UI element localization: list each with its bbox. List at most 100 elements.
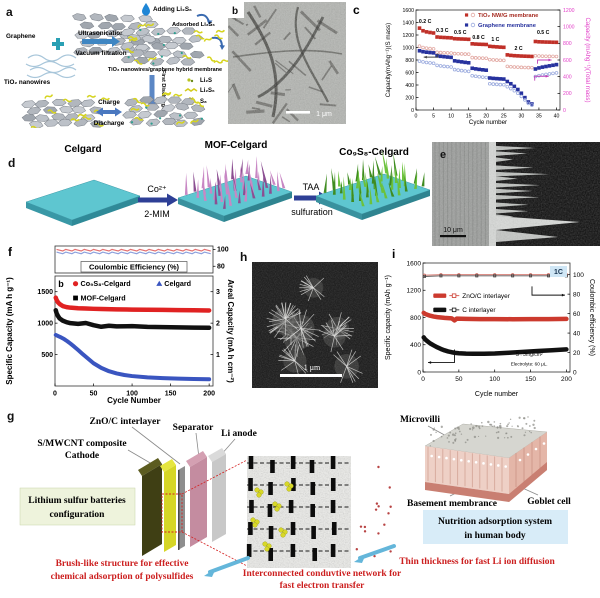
y-tick-label: 600: [405, 70, 414, 76]
config-box: [19, 487, 136, 526]
series-c-coulombic: [424, 275, 567, 277]
blue-pointer-left-head-icon: [204, 568, 216, 577]
co9s8-celgard-slab-icon: [315, 173, 431, 220]
y-tick-label: 500: [41, 352, 53, 359]
microvilli-label: Microvilli: [400, 415, 440, 425]
blue-pointer-left-icon: [208, 556, 250, 574]
panel-d-label: d: [8, 156, 15, 170]
x-tick-label: 0: [421, 376, 425, 383]
adsorbed-li2s6-label: Adsorbed Li₂S₆: [172, 22, 215, 28]
panel-a-label: a: [6, 5, 13, 19]
y2-tick-label: 600: [563, 58, 572, 64]
x-tick-label: 0: [415, 114, 418, 120]
annotation: 0.8 C: [472, 35, 485, 41]
annotation: Electrolyte: 60 μL.: [511, 362, 548, 367]
sulfuration-label: sulfuration: [291, 207, 333, 217]
ylabel-left: Specific capacity (mAh g⁻¹): [385, 275, 392, 360]
x-tick-label: 15: [466, 114, 472, 120]
ylabel-left: Capacity(mAhg⁻¹)(S mass): [385, 23, 392, 97]
panel-c-chart: 0 5 10 15 20 25 30 35 40020040060080010001200140…: [353, 3, 591, 126]
panel-b-label: b: [232, 6, 238, 17]
tio2-label: TiO₂ nanowires: [4, 79, 51, 86]
x-tick-label: 10: [448, 114, 454, 120]
y2-tick-label: 0: [573, 369, 577, 376]
legend-s8-label: S₈: [200, 99, 207, 105]
cnt-network-icon: [246, 456, 351, 568]
x-tick-label: 0: [53, 391, 57, 398]
series-celgard: [53, 332, 212, 382]
y-tick-label: 800: [405, 58, 414, 64]
curved-arrow-head-icon: [207, 20, 213, 25]
ylabel-right: Capacity (mAhg⁻¹)(Total mass): [584, 17, 591, 102]
y-tick-label: 400: [405, 83, 414, 89]
taa-label: TAA: [303, 182, 320, 192]
ylabel-right: Coulombic efficiency (%): [588, 279, 595, 356]
y2-tick-label: 20: [573, 350, 581, 357]
annotation: 0.5 C: [454, 30, 467, 36]
xlabel: Cycle Number: [107, 396, 161, 405]
nutrition-box: [423, 510, 568, 544]
first-discharge-label: First Discharge: [160, 70, 166, 110]
panel-d-schematic: d Celgard Co²⁺ 2-MIM MOF-Celgard TAA sul…: [8, 140, 431, 226]
ultrasonication-label: Ultrasonication: [78, 30, 124, 37]
panel-g-label: g: [7, 409, 14, 423]
y-tick-label: 800: [410, 315, 421, 322]
y-tick-label: 1200: [402, 33, 414, 39]
y2-tick-label: 60: [573, 311, 581, 318]
y2-tick-label: 400: [563, 74, 572, 80]
panel-f-chart: 80 100 Coulombic Efficiency (%) 0 50 100 150 20…: [5, 245, 235, 405]
legend-label: C interlayer: [462, 307, 496, 314]
x-tick-label: 150: [525, 376, 536, 383]
y2-tick-label: 2: [216, 321, 220, 328]
first-discharge-arrow-icon: [146, 75, 158, 109]
x-tick-label: 20: [483, 114, 489, 120]
annotation: S : 3mg/cm²: [516, 352, 543, 358]
legend-label: Graphene membrane: [478, 23, 537, 29]
y2-tick-label: 3: [216, 289, 220, 296]
hybrid-membrane-label: TiO₂ nanowires/graphene hybrid membrane: [108, 67, 222, 73]
x-tick-label: 30: [518, 114, 524, 120]
droplet-icon: [142, 3, 150, 16]
adding-li2s6-label: Adding Li₂S₆: [153, 6, 192, 13]
y2-tick-label: 800: [563, 41, 572, 47]
y-tick-label: 0: [417, 369, 421, 376]
charged-stack-icon: [122, 91, 206, 128]
y2-tick-label: 0: [563, 108, 566, 114]
goblet-label: Goblet cell: [527, 497, 571, 507]
x-tick-label: 150: [165, 391, 177, 398]
y-tick-label: 1500: [37, 289, 53, 296]
separator-label: Separator: [173, 423, 214, 433]
annotation: 2 C: [515, 46, 523, 52]
x-tick-label: 50: [90, 391, 98, 398]
panel-h-scale-label: 1 μm: [304, 363, 321, 372]
x-tick-label: 40: [554, 114, 560, 120]
y2-tick-label: 1200: [563, 8, 575, 14]
y-tick-label: 400: [410, 342, 421, 349]
x-tick-label: 200: [561, 376, 572, 383]
panel-b-tem-image: b 1 μm: [228, 2, 346, 124]
legend-label: MOF-Celgard: [81, 293, 126, 302]
series-c-interlayer: [421, 335, 569, 356]
li-ion-dots: [355, 465, 392, 558]
badge: 1C: [554, 269, 563, 276]
curved-arrow-icon: [196, 13, 210, 23]
legend-label: ZnO/C interlayer: [462, 293, 511, 300]
panel-h-sem-image: 1 μm: [252, 262, 378, 388]
charge-discharge-arrow-icon: [96, 107, 122, 117]
y-tick-label: 1600: [402, 8, 414, 14]
brush-text-line1: Brush-like structure for effective: [56, 559, 189, 569]
interconnect-text-line1: Interconnected conduvtive network for: [243, 569, 402, 579]
discharge-label: Discharge: [94, 120, 125, 127]
annotation: 0.3 C: [436, 28, 449, 34]
intestine-tissue-icon: [424, 416, 548, 502]
plus-icon: [52, 38, 64, 50]
panel-label: f: [8, 245, 13, 259]
x-tick-label: 50: [455, 376, 463, 383]
y2-tick-label: 40: [573, 330, 581, 337]
series-co9s8-celgard: [53, 295, 212, 313]
magnify-box-icon: [161, 493, 183, 533]
xlabel: Cycle number: [469, 119, 507, 126]
config-box-line2: configuration: [50, 510, 106, 520]
annotation: 1 C: [491, 37, 499, 43]
y2-tick-label: 200: [563, 91, 572, 97]
